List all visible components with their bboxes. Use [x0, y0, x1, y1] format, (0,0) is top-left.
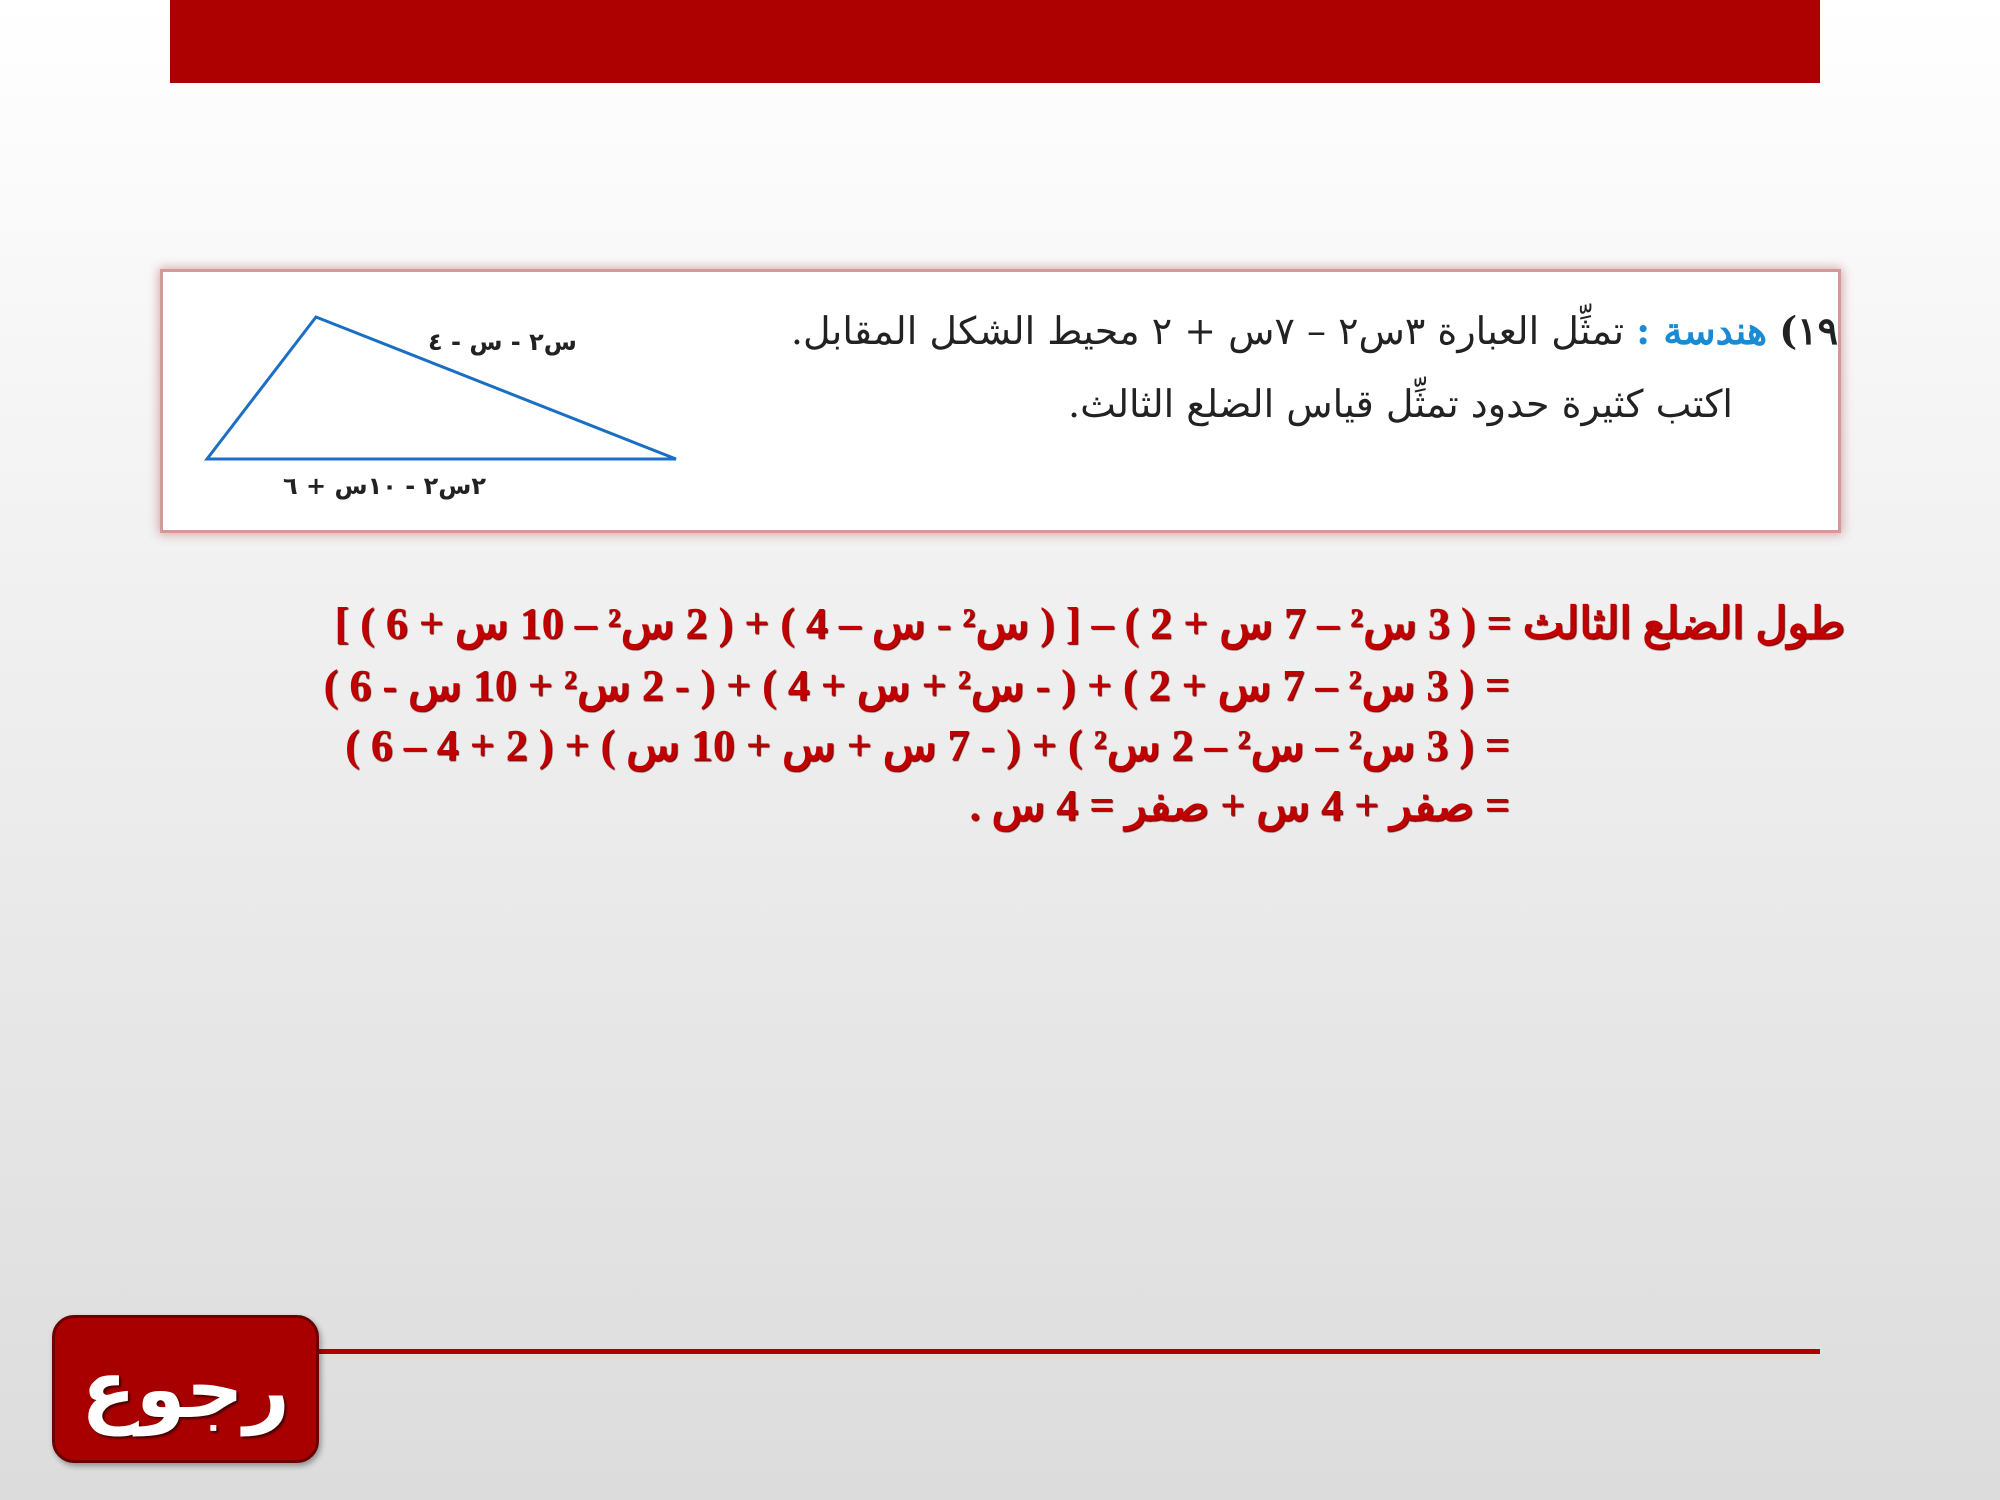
side-label-top: س٢ - س - ٤	[428, 328, 577, 356]
title-bar	[170, 0, 1820, 83]
triangle-figure	[203, 315, 677, 461]
footer-divider	[318, 1349, 1820, 1354]
solution-line-1: طول الضلع الثالث = ( 3 س² – 7 س + 2 ) – …	[334, 599, 1845, 648]
question-topic: هندسة :	[1636, 308, 1768, 353]
question-line-2: اكتب كثيرة حدود تمثِّل قياس الضلع الثالث…	[1068, 382, 1733, 426]
question-number: ١٩)	[1779, 308, 1838, 353]
solution-line-3: = ( 3 س² – س² – 2 س² ) + ( - 7 س + س + 1…	[345, 721, 1510, 770]
side-label-bottom: ٢س٢ - ١٠س + ٦	[283, 472, 486, 500]
triangle-shape	[203, 315, 677, 461]
back-button[interactable]: رجوع	[52, 1315, 319, 1463]
solution-line-2: = ( 3 س² – 7 س + 2 ) + ( - س² + س + 4 ) …	[323, 661, 1510, 710]
solution-line-4: = صفر + 4 س + صفر = 4 س .	[969, 781, 1510, 830]
question-box: س٢ - س - ٤ ٢س٢ - ١٠س + ٦ ١٩) هندسة : تمث…	[163, 272, 1838, 530]
question-text-1: تمثِّل العبارة ٣س٢ – ٧س + ٢ محيط الشكل ا…	[790, 309, 1625, 353]
question-line-1: ١٩) هندسة : تمثِّل العبارة ٣س٢ – ٧س + ٢ …	[791, 308, 1838, 353]
